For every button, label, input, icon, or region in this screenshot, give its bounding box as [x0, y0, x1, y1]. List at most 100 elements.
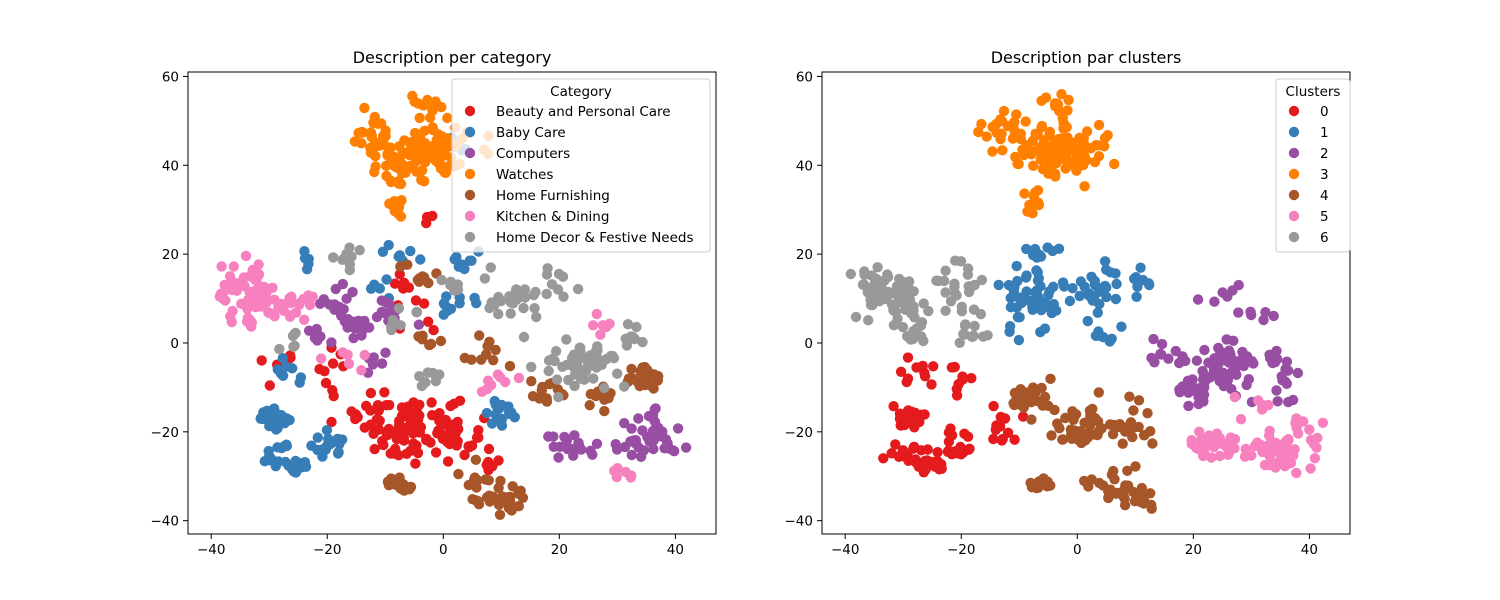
x-tick-label: −20 [313, 542, 342, 558]
data-point [1032, 275, 1044, 286]
data-point [962, 263, 974, 274]
data-point [420, 157, 431, 168]
plot-frame [187, 71, 717, 535]
data-point [1044, 129, 1055, 141]
data-point [324, 299, 335, 310]
data-point [619, 418, 630, 429]
data-point [1156, 338, 1168, 350]
data-point [1079, 428, 1091, 440]
data-point [370, 150, 381, 162]
data-point [356, 330, 367, 341]
data-point [872, 262, 883, 273]
data-point [431, 145, 443, 156]
data-point [530, 286, 541, 298]
data-point [611, 471, 622, 483]
data-point [1256, 404, 1268, 415]
data-point [404, 484, 415, 495]
y-tick-label: 60 [796, 69, 813, 85]
legend[interactable]: Clusters 0 1 2 3 4 5 6 [1275, 78, 1351, 253]
data-point [626, 363, 637, 375]
data-point [561, 334, 572, 345]
data-point [1291, 467, 1302, 479]
data-point [527, 391, 539, 402]
data-point [963, 286, 975, 298]
data-point [1206, 452, 1217, 463]
data-point [1101, 291, 1112, 303]
data-point [327, 358, 339, 369]
legend[interactable]: Category Beauty and Personal Care Baby Ca… [451, 78, 711, 253]
data-point [452, 279, 463, 290]
data-point [338, 304, 349, 315]
data-point [264, 307, 275, 319]
data-point [320, 377, 332, 389]
data-point [956, 301, 967, 312]
data-point [648, 443, 659, 455]
data-point [896, 419, 908, 430]
data-point [401, 448, 412, 459]
data-point [1246, 309, 1257, 321]
data-point [588, 320, 599, 331]
data-point [441, 142, 452, 153]
data-point [1019, 188, 1030, 199]
data-point [377, 246, 389, 257]
data-point [557, 271, 569, 282]
data-point [1135, 262, 1146, 273]
x-axis: −40 −20 0 20 40 [831, 534, 1318, 558]
data-point [1070, 155, 1081, 166]
data-point [940, 265, 951, 276]
data-point [1071, 165, 1082, 176]
data-point [410, 458, 421, 469]
data-point [423, 316, 434, 327]
data-point [1279, 461, 1291, 472]
data-point [1014, 394, 1025, 406]
legend-label: Home Decor & Festive Needs [496, 230, 694, 246]
data-point [482, 341, 493, 352]
data-point [434, 408, 445, 419]
data-point [969, 320, 980, 332]
data-point [507, 295, 518, 307]
y-axis: −40 −20 0 20 40 60 [151, 69, 188, 530]
data-point [1272, 396, 1283, 407]
data-point [486, 418, 498, 429]
data-point [1043, 168, 1054, 179]
legend-marker [1288, 210, 1300, 222]
data-point [911, 362, 922, 373]
data-point [541, 269, 553, 280]
data-point [299, 314, 310, 325]
data-point [1099, 256, 1111, 267]
data-point [962, 431, 974, 442]
data-point [926, 379, 937, 390]
y-tick-label: 20 [162, 247, 179, 263]
data-point [933, 275, 944, 287]
data-point [599, 405, 610, 417]
data-point [342, 349, 353, 360]
data-point [1191, 442, 1202, 454]
data-point [466, 255, 477, 266]
data-point [379, 387, 390, 398]
data-point [1099, 141, 1110, 152]
data-point [1057, 277, 1069, 288]
data-point [1053, 243, 1065, 254]
legend-marker [464, 189, 476, 201]
data-point [1229, 391, 1241, 403]
data-point [993, 279, 1004, 291]
data-point [1221, 334, 1232, 345]
data-point [882, 271, 894, 283]
legend-label: Beauty and Personal Care [496, 104, 671, 120]
legend-frame [451, 78, 711, 253]
data-point [1248, 358, 1259, 369]
data-point [895, 366, 907, 377]
data-point [322, 439, 333, 450]
data-point [1028, 191, 1040, 202]
data-point [1013, 334, 1025, 346]
data-point [1028, 250, 1039, 261]
data-point [1139, 429, 1150, 441]
data-point [492, 369, 504, 380]
data-point [493, 455, 504, 466]
data-point [1142, 408, 1153, 419]
data-point [413, 319, 425, 330]
data-point [553, 452, 564, 463]
data-point [411, 166, 422, 177]
data-point [1194, 426, 1205, 437]
data-point [1020, 116, 1031, 127]
